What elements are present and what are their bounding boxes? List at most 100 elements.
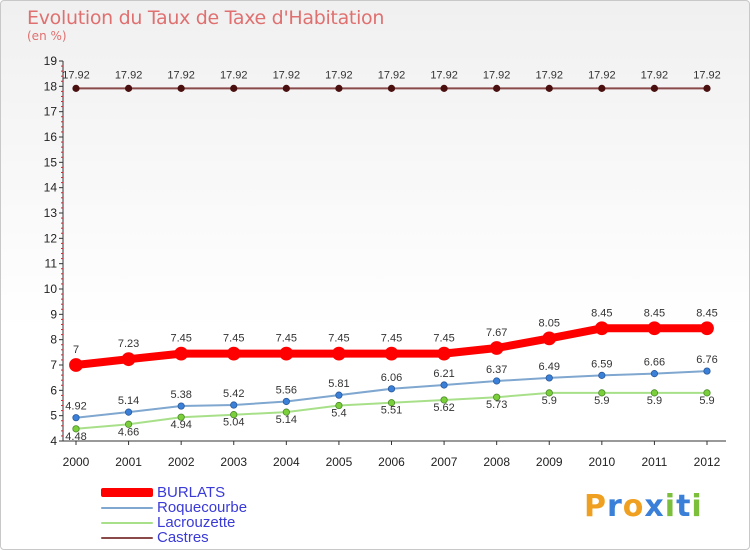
y-tick-label: 18 xyxy=(44,79,58,93)
x-tick-label: 2010 xyxy=(588,455,615,469)
legend-swatch xyxy=(101,506,153,509)
data-label-roquecourbe: 6.06 xyxy=(381,372,402,384)
data-point-lacrouzette xyxy=(124,420,133,428)
data-label-roquecourbe: 6.49 xyxy=(539,361,560,373)
y-tick-label: 7 xyxy=(50,358,57,372)
logo-letter: r xyxy=(607,489,623,524)
data-label-burlats: 8.45 xyxy=(696,307,717,319)
y-tick-label: 15 xyxy=(44,155,58,169)
data-label-lacrouzette: 5.9 xyxy=(594,395,609,407)
y-tick-label: 5 xyxy=(50,409,57,423)
logo-letter: o xyxy=(622,489,645,524)
data-point-burlats xyxy=(489,341,504,355)
data-label-lacrouzette: 5.9 xyxy=(542,395,557,407)
data-point-roquecourbe xyxy=(282,397,290,406)
data-label-burlats: 8.45 xyxy=(591,307,612,319)
y-tick-label: 4 xyxy=(50,434,57,448)
data-point-roquecourbe xyxy=(545,374,553,382)
data-point-castres xyxy=(72,84,80,92)
data-point-burlats xyxy=(279,346,294,361)
data-label-castres: 17.92 xyxy=(588,69,616,81)
legend-swatch xyxy=(101,536,153,539)
data-label-burlats: 7.45 xyxy=(276,333,297,345)
data-label-roquecourbe: 5.38 xyxy=(170,389,191,401)
data-point-lacrouzette xyxy=(230,411,238,419)
data-point-burlats xyxy=(384,346,399,361)
data-point-roquecourbe xyxy=(493,377,501,385)
data-point-castres xyxy=(650,84,659,92)
legend-item-lacrouzette: Lacrouzette xyxy=(101,514,247,531)
data-point-burlats xyxy=(121,352,136,367)
data-label-lacrouzette: 5.51 xyxy=(381,405,402,417)
data-label-roquecourbe: 5.42 xyxy=(223,388,244,400)
data-label-burlats: 7.45 xyxy=(170,333,191,345)
data-point-castres xyxy=(440,84,448,92)
data-label-burlats: 7.67 xyxy=(486,327,507,339)
logo-letter: x xyxy=(644,489,665,524)
logo-letter: i xyxy=(691,489,703,524)
data-point-lacrouzette xyxy=(72,425,80,433)
data-point-roquecourbe xyxy=(598,371,606,379)
data-label-burlats: 7.23 xyxy=(118,338,139,350)
data-label-roquecourbe: 4.92 xyxy=(65,401,86,413)
data-point-burlats xyxy=(594,321,609,336)
data-label-lacrouzette: 5.62 xyxy=(433,402,454,414)
data-point-burlats xyxy=(69,358,83,372)
data-point-castres xyxy=(545,84,553,92)
data-label-castres: 17.92 xyxy=(273,69,301,81)
data-point-lacrouzette xyxy=(493,393,501,401)
data-label-castres: 17.92 xyxy=(535,69,563,81)
y-tick-label: 9 xyxy=(50,307,57,321)
data-point-lacrouzette xyxy=(177,413,185,421)
data-label-burlats: 7 xyxy=(73,344,79,356)
data-label-lacrouzette: 5.9 xyxy=(647,395,662,407)
data-point-burlats xyxy=(437,346,451,361)
data-point-roquecourbe xyxy=(703,367,711,375)
x-tick-label: 2005 xyxy=(326,455,353,469)
x-tick-label: 2001 xyxy=(115,455,142,469)
data-point-roquecourbe xyxy=(650,370,659,378)
data-label-castres: 17.92 xyxy=(325,69,353,81)
data-point-castres xyxy=(335,84,343,92)
y-tick-label: 19 xyxy=(44,54,58,68)
data-point-roquecourbe xyxy=(72,414,80,422)
data-point-lacrouzette xyxy=(387,399,396,407)
data-point-lacrouzette xyxy=(545,389,553,397)
chart-title: Evolution du Taux de Taxe d'Habitation xyxy=(27,7,385,29)
logo-letter: i xyxy=(664,489,677,524)
data-label-lacrouzette: 4.94 xyxy=(170,419,191,431)
y-tick-label: 16 xyxy=(44,130,58,144)
y-tick-label: 11 xyxy=(45,257,58,271)
logo-letter: t xyxy=(676,489,692,524)
legend-item-burlats: BURLATS xyxy=(101,484,247,501)
data-label-roquecourbe: 6.66 xyxy=(644,357,665,369)
data-label-castres: 17.92 xyxy=(641,69,669,81)
data-label-lacrouzette: 4.48 xyxy=(65,431,86,443)
data-label-lacrouzette: 5.9 xyxy=(699,395,714,407)
x-tick-label: 2000 xyxy=(63,455,90,469)
data-label-roquecourbe: 5.81 xyxy=(328,378,349,390)
data-point-castres xyxy=(493,84,501,92)
data-label-roquecourbe: 6.76 xyxy=(696,354,717,366)
data-point-roquecourbe xyxy=(177,402,185,410)
data-point-roquecourbe xyxy=(335,391,343,399)
data-label-burlats: 7.45 xyxy=(223,333,244,345)
data-point-lacrouzette xyxy=(598,389,606,397)
axes: 4 5 6 7 8 9 10 11 12 13 14 15 16 17 18 19 2000 2001 2002 20… xyxy=(44,54,726,469)
data-point-burlats xyxy=(647,321,662,336)
legend-label: Roquecourbe xyxy=(157,499,248,516)
series-layer xyxy=(69,84,714,433)
data-point-castres xyxy=(124,84,133,92)
data-labels-layer: 17.92 17.92 17.92 17.92 17.92 17.92 17.92 17.92… xyxy=(62,69,721,442)
data-point-lacrouzette xyxy=(703,389,711,397)
data-label-lacrouzette: 4.66 xyxy=(118,426,139,438)
x-tick-label: 2009 xyxy=(536,455,563,469)
data-label-castres: 17.92 xyxy=(115,69,143,81)
legend-swatch xyxy=(101,521,153,524)
x-tick-label: 2007 xyxy=(431,455,458,469)
data-label-burlats: 7.45 xyxy=(381,333,402,345)
data-label-castres: 17.92 xyxy=(220,69,248,81)
data-label-castres: 17.92 xyxy=(430,69,458,81)
chart-subtitle: (en %) xyxy=(27,29,67,43)
